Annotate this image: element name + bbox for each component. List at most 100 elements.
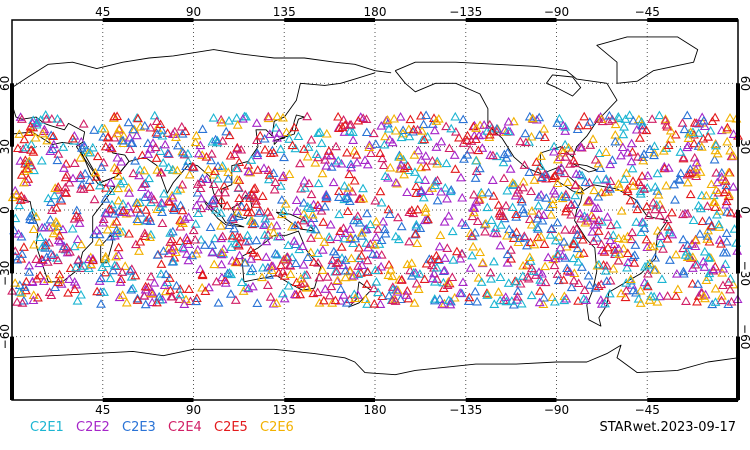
observation-marker — [486, 215, 497, 224]
observation-marker — [682, 177, 693, 187]
observation-marker — [380, 131, 391, 141]
observation-marker — [161, 269, 172, 279]
observation-marker — [335, 295, 346, 305]
frame-bar — [736, 83, 740, 147]
observation-marker — [546, 223, 557, 233]
observation-marker — [52, 184, 63, 194]
observation-marker — [671, 249, 681, 259]
observation-marker — [348, 238, 359, 248]
observation-marker — [590, 154, 601, 164]
observation-marker — [365, 219, 376, 229]
observation-marker — [605, 235, 616, 245]
observation-marker — [517, 196, 527, 206]
observation-marker — [454, 132, 464, 142]
observation-marker — [240, 236, 251, 246]
observation-marker — [419, 134, 430, 144]
observation-marker — [540, 277, 551, 287]
observation-marker — [35, 270, 46, 280]
observation-marker — [195, 183, 206, 193]
observation-marker — [574, 249, 585, 258]
observation-marker — [710, 140, 721, 150]
latitude-label-left: 30 — [0, 139, 12, 154]
coastline — [241, 230, 322, 291]
observation-marker — [534, 130, 545, 139]
observation-marker — [485, 267, 496, 277]
observation-marker — [470, 286, 481, 296]
observation-marker — [112, 111, 123, 121]
observation-marker — [483, 187, 494, 197]
observation-marker — [691, 171, 702, 181]
observation-marker — [140, 299, 151, 309]
observation-marker — [346, 162, 357, 172]
observation-marker — [197, 124, 208, 133]
observation-marker — [608, 230, 619, 239]
observation-marker — [411, 278, 422, 288]
observation-marker — [627, 146, 638, 156]
observation-marker — [610, 136, 621, 146]
observation-marker — [502, 185, 513, 195]
observation-marker — [573, 256, 584, 266]
observation-marker — [340, 272, 351, 282]
observation-marker — [541, 193, 552, 202]
observation-marker — [210, 134, 221, 144]
observation-marker — [143, 189, 154, 198]
observation-marker — [358, 113, 369, 123]
observation-marker — [216, 249, 227, 259]
observation-marker — [340, 255, 351, 264]
observation-marker — [361, 279, 372, 288]
observation-marker — [393, 212, 403, 222]
observation-marker — [716, 171, 727, 181]
observation-marker — [593, 114, 604, 123]
observation-marker — [436, 186, 447, 196]
observation-marker — [46, 290, 57, 300]
observation-marker — [508, 180, 519, 189]
observation-marker — [562, 263, 572, 273]
observation-marker — [642, 281, 653, 291]
observation-marker — [222, 200, 233, 210]
observation-marker — [135, 164, 145, 174]
frame-bar — [736, 336, 740, 400]
observation-marker — [536, 231, 547, 241]
observation-marker — [671, 291, 681, 300]
observation-marker — [650, 181, 661, 191]
observation-marker — [156, 167, 167, 177]
observation-marker — [468, 207, 479, 217]
observation-marker — [465, 144, 476, 154]
observation-marker — [125, 265, 136, 275]
observation-marker — [270, 248, 281, 258]
observation-marker — [576, 142, 587, 152]
observation-marker — [284, 134, 295, 143]
observation-marker — [621, 168, 632, 177]
observation-marker — [151, 153, 162, 162]
observation-marker — [124, 228, 134, 238]
observation-marker — [332, 275, 343, 285]
observation-marker — [499, 173, 509, 183]
observation-marker — [344, 169, 355, 179]
observation-marker — [580, 217, 591, 227]
observation-marker — [578, 248, 589, 257]
observation-marker — [458, 114, 469, 124]
observation-marker — [409, 150, 420, 159]
observation-marker — [447, 226, 458, 236]
observation-marker — [560, 152, 571, 161]
observation-marker — [396, 159, 407, 169]
observation-marker — [249, 191, 260, 201]
observation-marker — [123, 117, 134, 127]
observation-marker — [83, 254, 94, 264]
observation-marker — [128, 168, 139, 178]
observation-marker — [687, 278, 698, 288]
observation-marker — [679, 124, 690, 134]
observation-marker — [627, 227, 638, 237]
observation-marker — [240, 257, 251, 267]
observation-marker — [504, 224, 515, 234]
observation-marker — [495, 295, 506, 305]
observation-marker — [134, 170, 145, 180]
observation-marker — [197, 270, 208, 280]
observation-marker — [445, 299, 456, 309]
observation-marker — [614, 182, 625, 192]
observation-marker — [238, 113, 248, 123]
observation-marker — [207, 247, 218, 257]
observation-marker — [149, 277, 160, 287]
observation-marker — [131, 204, 142, 213]
observation-marker — [505, 245, 516, 254]
